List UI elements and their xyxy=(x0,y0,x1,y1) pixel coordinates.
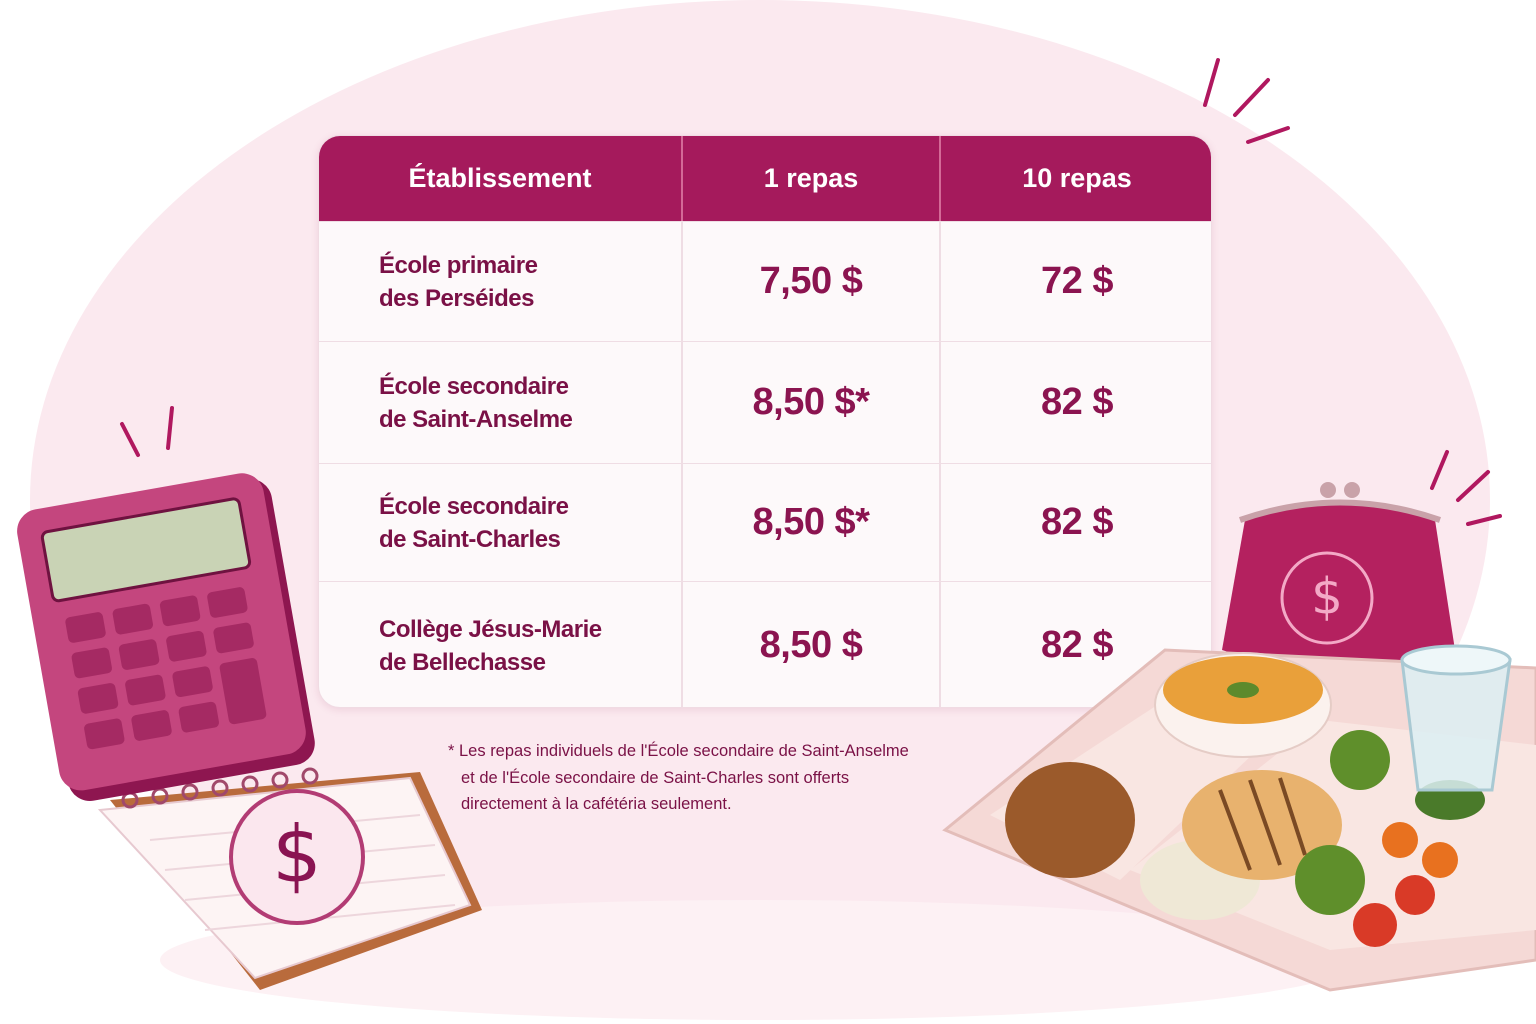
footnote: * Les repas individuels de l'École secon… xyxy=(448,738,909,818)
school-name-line: École secondaire xyxy=(379,492,569,520)
column-header: 1 repas xyxy=(681,136,939,221)
column-header: 10 repas xyxy=(939,136,1211,221)
school-name-line: Collège Jésus-Marie xyxy=(379,615,602,643)
school-name-cell: Collège Jésus-Marie de Bellechasse xyxy=(319,581,681,707)
school-name-line: des Perséides xyxy=(379,284,534,312)
ten-meal-price: 82 $ xyxy=(939,341,1211,463)
ten-meal-price: 82 $ xyxy=(939,581,1211,707)
single-meal-price: 7,50 $ xyxy=(681,221,939,341)
school-name-line: École primaire xyxy=(379,251,538,279)
school-name-cell: École secondaire de Saint-Charles xyxy=(319,463,681,581)
school-name-line: École secondaire xyxy=(379,372,569,400)
footnote-line: * Les repas individuels de l'École secon… xyxy=(448,742,909,760)
single-meal-price: 8,50 $* xyxy=(681,463,939,581)
price-table: Établissement 1 repas 10 repas École primai… xyxy=(318,135,1212,708)
column-header: Établissement xyxy=(319,136,681,221)
school-name-line: de Saint-Charles xyxy=(379,525,561,553)
single-meal-price: 8,50 $* xyxy=(681,341,939,463)
single-meal-price: 8,50 $ xyxy=(681,581,939,707)
ten-meal-price: 82 $ xyxy=(939,463,1211,581)
footnote-line: directement à la cafétéria seulement. xyxy=(461,795,732,813)
school-name-cell: École secondaire de Saint-Anselme xyxy=(319,341,681,463)
ten-meal-price: 72 $ xyxy=(939,221,1211,341)
floor-shadow xyxy=(160,900,1360,1020)
school-name-cell: École primaire des Perséides xyxy=(319,221,681,341)
school-name-line: de Bellechasse xyxy=(379,648,546,676)
footnote-line: et de l'École secondaire de Saint-Charle… xyxy=(461,768,850,787)
school-name-line: de Saint-Anselme xyxy=(379,405,573,433)
